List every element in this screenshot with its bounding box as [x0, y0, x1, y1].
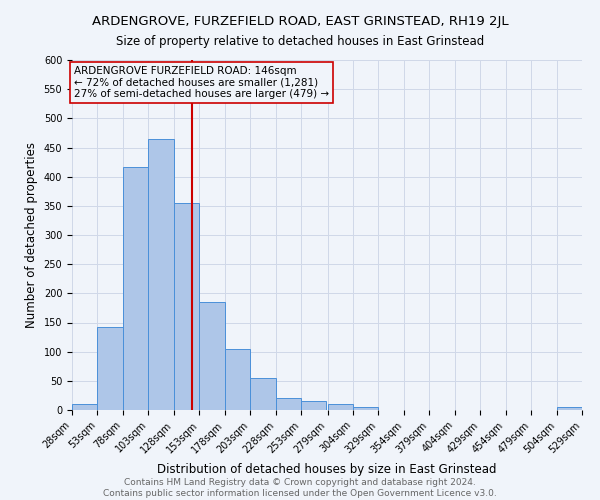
Bar — [328, 404, 353, 410]
Y-axis label: Number of detached properties: Number of detached properties — [25, 142, 38, 328]
Bar — [72, 404, 97, 410]
Bar — [148, 139, 174, 410]
Bar — [224, 349, 250, 410]
Bar — [97, 327, 123, 410]
Text: Size of property relative to detached houses in East Grinstead: Size of property relative to detached ho… — [116, 35, 484, 48]
X-axis label: Distribution of detached houses by size in East Grinstead: Distribution of detached houses by size … — [157, 463, 497, 476]
Bar — [275, 398, 301, 410]
Text: ARDENGROVE, FURZEFIELD ROAD, EAST GRINSTEAD, RH19 2JL: ARDENGROVE, FURZEFIELD ROAD, EAST GRINST… — [92, 15, 508, 28]
Bar — [301, 401, 326, 410]
Bar — [557, 407, 582, 410]
Text: Contains HM Land Registry data © Crown copyright and database right 2024.
Contai: Contains HM Land Registry data © Crown c… — [103, 478, 497, 498]
Bar — [174, 203, 199, 410]
Bar — [199, 302, 224, 410]
Bar — [123, 167, 148, 410]
Text: ARDENGROVE FURZEFIELD ROAD: 146sqm
← 72% of detached houses are smaller (1,281)
: ARDENGROVE FURZEFIELD ROAD: 146sqm ← 72%… — [74, 66, 329, 99]
Bar — [353, 407, 379, 410]
Bar — [250, 378, 275, 410]
